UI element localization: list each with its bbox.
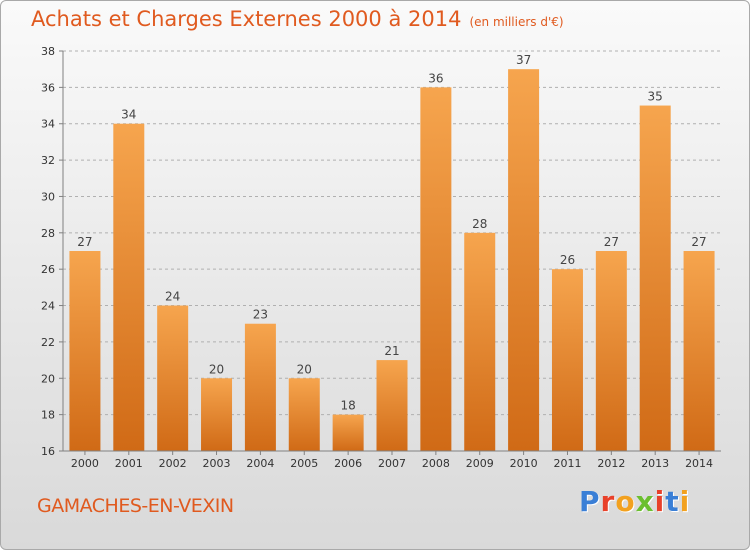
x-tick-label: 2008 <box>422 457 450 470</box>
bars <box>69 69 715 452</box>
data-label: 18 <box>340 399 355 413</box>
chart-title: Achats et Charges Externes 2000 à 2014 (e… <box>31 7 564 31</box>
y-tick-label: 22 <box>41 336 55 349</box>
bar <box>332 414 364 451</box>
x-tick-label: 2006 <box>334 457 362 470</box>
data-label: 37 <box>516 53 531 67</box>
bar <box>639 105 671 451</box>
bar <box>420 87 452 451</box>
data-label: 23 <box>253 308 268 322</box>
x-tick-label: 2011 <box>553 457 581 470</box>
x-tick-label: 2013 <box>641 457 669 470</box>
x-tick-label: 2010 <box>510 457 538 470</box>
axes <box>59 50 721 455</box>
logo-letter: r <box>600 485 616 518</box>
bar <box>157 305 189 451</box>
bar <box>244 323 276 451</box>
y-tick-label: 16 <box>41 445 55 458</box>
y-tick-label: 28 <box>41 227 55 240</box>
y-tick-label: 26 <box>41 263 55 276</box>
bar <box>288 378 320 451</box>
x-tick-label: 2014 <box>685 457 713 470</box>
bar <box>508 69 540 451</box>
chart-unit-label: (en milliers d'€) <box>469 15 564 29</box>
x-tick-label: 2012 <box>597 457 625 470</box>
bar <box>113 123 145 452</box>
data-label: 20 <box>297 362 312 376</box>
bar <box>551 269 583 451</box>
x-tick-label: 2000 <box>71 457 99 470</box>
x-tick-label: 2002 <box>159 457 187 470</box>
x-tick-label: 2004 <box>246 457 274 470</box>
data-label: 26 <box>560 253 575 267</box>
city-name: GAMACHES-EN-VEXIN <box>37 495 234 517</box>
bar <box>683 251 715 451</box>
labels: 16 18 20 22 24 26 28 30 32 34 36 38 27 2000 34 2001 24 20… <box>41 45 713 470</box>
y-tick-label: 34 <box>41 118 55 131</box>
y-tick-label: 36 <box>41 81 55 94</box>
data-label: 21 <box>384 344 399 358</box>
bar <box>201 378 233 451</box>
data-label: 24 <box>165 290 180 304</box>
logo-letter: t <box>665 485 680 518</box>
y-tick-label: 24 <box>41 300 55 313</box>
data-label: 36 <box>428 71 443 85</box>
bar <box>595 251 627 451</box>
y-tick-label: 38 <box>41 45 55 58</box>
logo-letter: o <box>615 485 636 518</box>
data-label: 27 <box>691 235 706 249</box>
y-tick-label: 18 <box>41 409 55 422</box>
data-label: 35 <box>648 90 663 104</box>
bar <box>376 360 408 451</box>
data-label: 28 <box>472 217 487 231</box>
x-tick-label: 2005 <box>290 457 318 470</box>
x-tick-label: 2009 <box>466 457 494 470</box>
data-label: 27 <box>604 235 619 249</box>
data-label: 27 <box>77 235 92 249</box>
x-tick-label: 2007 <box>378 457 406 470</box>
logo-letter: P <box>579 485 601 518</box>
data-label: 20 <box>209 362 224 376</box>
proxiti-logo: Proxiti <box>579 485 690 518</box>
logo-letter: i <box>679 485 691 518</box>
logo-letter: x <box>635 485 655 518</box>
y-tick-label: 32 <box>41 154 55 167</box>
chart-title-text: Achats et Charges Externes 2000 à 2014 <box>31 7 462 31</box>
y-tick-label: 30 <box>41 190 55 203</box>
y-tick-label: 20 <box>41 372 55 385</box>
x-tick-label: 2001 <box>115 457 143 470</box>
bar <box>464 232 496 451</box>
data-label: 34 <box>121 108 136 122</box>
bar <box>69 251 101 451</box>
logo-letter: i <box>654 485 666 518</box>
x-tick-label: 2003 <box>203 457 231 470</box>
